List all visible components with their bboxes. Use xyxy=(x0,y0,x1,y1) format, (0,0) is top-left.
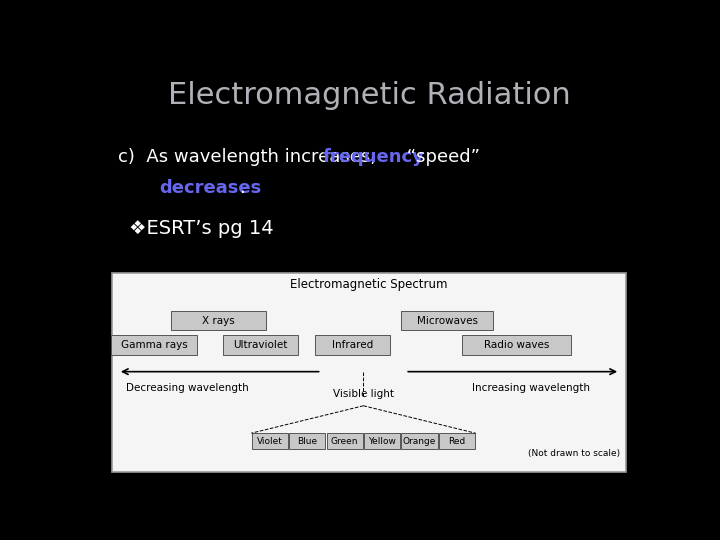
Text: Visible light: Visible light xyxy=(333,389,394,399)
Text: Electromagnetic Spectrum: Electromagnetic Spectrum xyxy=(290,278,448,291)
FancyBboxPatch shape xyxy=(401,310,493,330)
FancyBboxPatch shape xyxy=(327,433,363,449)
Text: Violet: Violet xyxy=(257,437,283,445)
FancyBboxPatch shape xyxy=(222,335,298,355)
Text: ❖ESRT’s pg 14: ❖ESRT’s pg 14 xyxy=(129,219,274,238)
FancyBboxPatch shape xyxy=(171,310,266,330)
Text: “speed”: “speed” xyxy=(401,148,480,166)
FancyBboxPatch shape xyxy=(364,433,400,449)
Text: Decreasing wavelength: Decreasing wavelength xyxy=(126,383,249,393)
FancyBboxPatch shape xyxy=(112,273,626,472)
Text: Ultraviolet: Ultraviolet xyxy=(233,340,287,350)
FancyBboxPatch shape xyxy=(111,335,197,355)
Text: Microwaves: Microwaves xyxy=(417,315,477,326)
FancyBboxPatch shape xyxy=(401,433,438,449)
Text: X rays: X rays xyxy=(202,315,235,326)
Text: Red: Red xyxy=(449,437,466,445)
Text: Infrared: Infrared xyxy=(332,340,373,350)
Text: Yellow: Yellow xyxy=(368,437,396,445)
FancyBboxPatch shape xyxy=(462,335,571,355)
Text: .: . xyxy=(239,179,245,197)
FancyBboxPatch shape xyxy=(252,433,288,449)
Text: Green: Green xyxy=(331,437,359,445)
Text: Orange: Orange xyxy=(402,437,436,445)
Text: Electromagnetic Radiation: Electromagnetic Radiation xyxy=(168,82,570,111)
FancyBboxPatch shape xyxy=(315,335,390,355)
Text: (Not drawn to scale): (Not drawn to scale) xyxy=(528,449,620,458)
Text: frequency: frequency xyxy=(323,148,424,166)
FancyBboxPatch shape xyxy=(289,433,325,449)
Text: Gamma rays: Gamma rays xyxy=(121,340,187,350)
Text: Radio waves: Radio waves xyxy=(484,340,549,350)
Text: Blue: Blue xyxy=(297,437,318,445)
FancyBboxPatch shape xyxy=(438,433,475,449)
Text: c)  As wavelength increases,: c) As wavelength increases, xyxy=(118,148,382,166)
Text: Increasing wavelength: Increasing wavelength xyxy=(472,383,590,393)
Text: decreases: decreases xyxy=(160,179,262,197)
